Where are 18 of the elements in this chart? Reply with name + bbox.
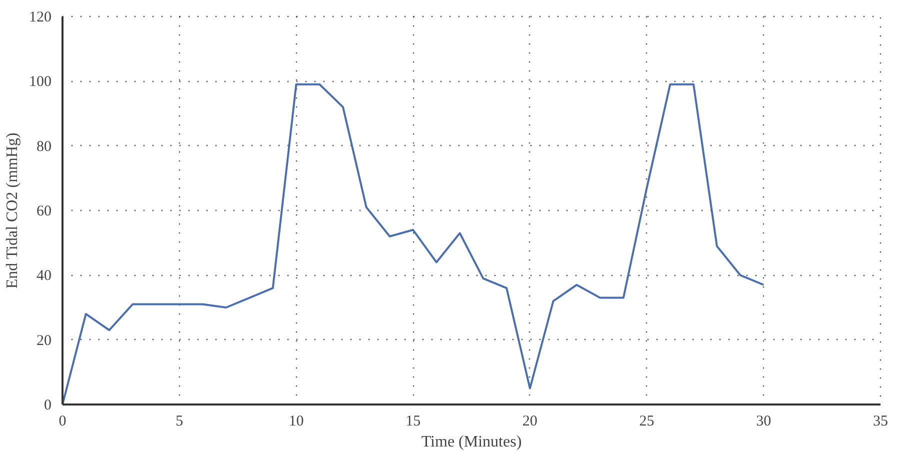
y-tick-label: 20 — [36, 332, 52, 349]
x-axis-title: Time (Minutes) — [421, 434, 522, 450]
x-tick-label: 10 — [288, 414, 304, 430]
y-tick-label: 100 — [29, 74, 52, 90]
x-tick-label: 25 — [639, 414, 654, 430]
x-tick-label: 35 — [873, 414, 888, 430]
x-tick-label: 30 — [756, 414, 772, 430]
y-tick-label: 120 — [29, 10, 52, 26]
y-tick-label: 0 — [44, 398, 52, 414]
y-tick-label: 60 — [36, 204, 52, 220]
x-tick-label: 20 — [522, 414, 538, 430]
y-axis-title: End Tidal CO2 (mmHg) — [4, 132, 21, 289]
x-tick-label: 0 — [58, 414, 66, 430]
line-series — [62, 83, 765, 404]
x-tick-label: 5 — [176, 414, 184, 430]
y-tick-label: 80 — [36, 138, 52, 155]
x-tick-label: 15 — [406, 414, 421, 430]
y-tick-label: 40 — [36, 268, 52, 284]
